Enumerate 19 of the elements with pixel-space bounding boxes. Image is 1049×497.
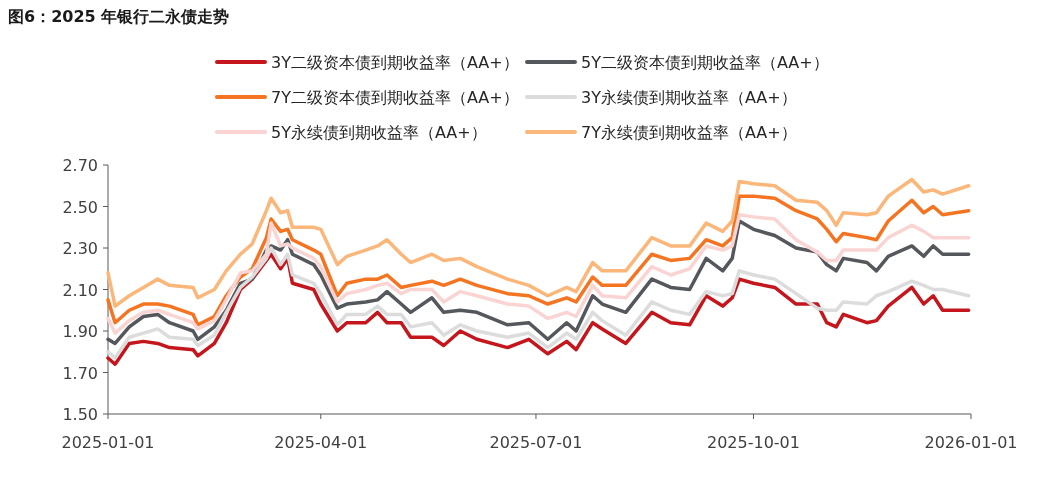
x-tick-label: 2025-04-01: [274, 433, 368, 452]
y-tick-label: 1.70: [62, 363, 98, 383]
chart-title: 图6：2025 年银行二永债走势: [8, 7, 230, 26]
x-tick-label: 2026-01-01: [924, 433, 1018, 452]
legend-label: 7Y永续债到期收益率（AA+）: [581, 123, 797, 142]
legend-label: 7Y二级资本债到期收益率（AA+）: [271, 88, 519, 107]
y-tick-label: 1.90: [62, 322, 98, 341]
legend-label: 3Y永续债到期收益率（AA+）: [581, 88, 797, 107]
legend-label: 5Y永续债到期收益率（AA+）: [271, 123, 487, 142]
x-tick-label: 2025-10-01: [706, 433, 800, 452]
legend-label: 5Y二级资本债到期收益率（AA+）: [581, 53, 829, 72]
y-tick-label: 2.10: [62, 280, 98, 300]
y-tick-label: 2.30: [62, 239, 98, 258]
y-tick-label: 1.50: [62, 405, 98, 424]
x-tick-label: 2025-01-01: [61, 433, 155, 452]
y-tick-label: 2.70: [62, 156, 98, 175]
legend-label: 3Y二级资本债到期收益率（AA+）: [271, 53, 519, 72]
x-tick-label: 2025-07-01: [489, 433, 583, 452]
y-tick-label: 2.50: [62, 197, 98, 217]
